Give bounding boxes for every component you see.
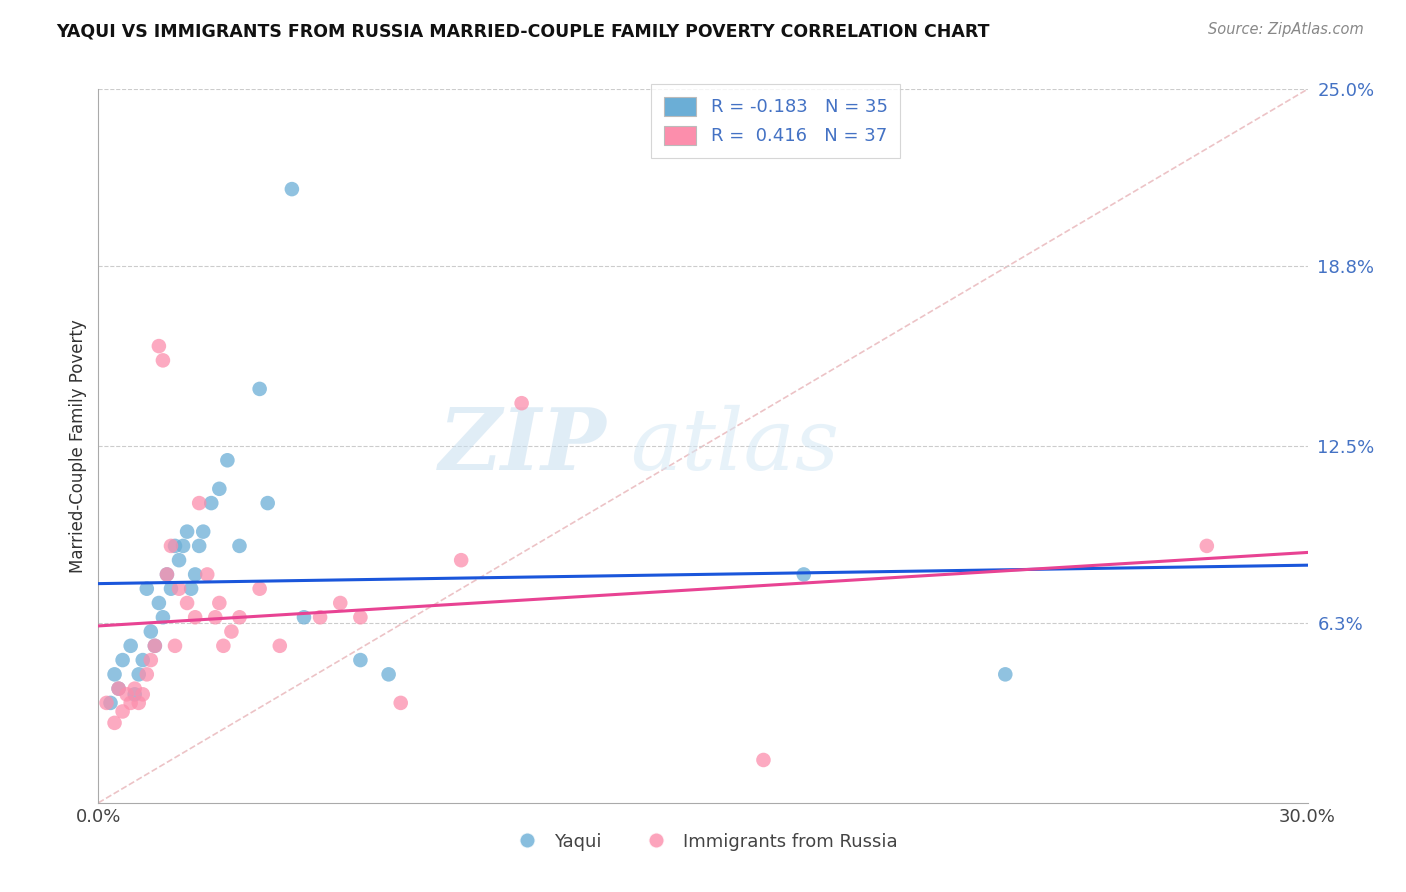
- Point: [152, 353, 174, 368]
- Point: [163, 539, 186, 553]
- Point: [124, 681, 146, 696]
- Point: [208, 482, 231, 496]
- Point: [135, 667, 157, 681]
- Point: [167, 553, 190, 567]
- Point: [329, 596, 352, 610]
- Point: [128, 696, 150, 710]
- Point: [204, 610, 226, 624]
- Point: [184, 610, 207, 624]
- Point: [752, 753, 775, 767]
- Point: [107, 681, 129, 696]
- Point: [994, 667, 1017, 681]
- Point: [228, 610, 250, 624]
- Point: [176, 524, 198, 539]
- Point: [143, 639, 166, 653]
- Text: atlas: atlas: [630, 405, 839, 487]
- Text: YAQUI VS IMMIGRANTS FROM RUSSIA MARRIED-COUPLE FAMILY POVERTY CORRELATION CHART: YAQUI VS IMMIGRANTS FROM RUSSIA MARRIED-…: [56, 22, 990, 40]
- Point: [256, 496, 278, 510]
- Point: [156, 567, 179, 582]
- Text: Source: ZipAtlas.com: Source: ZipAtlas.com: [1208, 22, 1364, 37]
- Point: [143, 639, 166, 653]
- Point: [510, 396, 533, 410]
- Point: [103, 715, 125, 730]
- Legend: Yaqui, Immigrants from Russia: Yaqui, Immigrants from Russia: [502, 826, 904, 858]
- Point: [124, 687, 146, 701]
- Point: [292, 610, 315, 624]
- Point: [180, 582, 202, 596]
- Point: [228, 539, 250, 553]
- Point: [160, 539, 183, 553]
- Point: [184, 567, 207, 582]
- Point: [249, 582, 271, 596]
- Point: [163, 639, 186, 653]
- Text: ZIP: ZIP: [439, 404, 606, 488]
- Point: [1195, 539, 1218, 553]
- Point: [167, 582, 190, 596]
- Point: [221, 624, 243, 639]
- Point: [193, 524, 215, 539]
- Point: [450, 553, 472, 567]
- Point: [103, 667, 125, 681]
- Point: [152, 610, 174, 624]
- Point: [111, 705, 134, 719]
- Point: [269, 639, 291, 653]
- Point: [160, 582, 183, 596]
- Point: [107, 681, 129, 696]
- Point: [309, 610, 332, 624]
- Point: [200, 496, 222, 510]
- Point: [349, 610, 371, 624]
- Point: [139, 653, 162, 667]
- Point: [349, 653, 371, 667]
- Point: [128, 667, 150, 681]
- Point: [132, 653, 155, 667]
- Point: [96, 696, 118, 710]
- Point: [132, 687, 155, 701]
- Point: [100, 696, 122, 710]
- Point: [135, 582, 157, 596]
- Point: [212, 639, 235, 653]
- Point: [195, 567, 218, 582]
- Point: [120, 639, 142, 653]
- Point: [156, 567, 179, 582]
- Point: [176, 596, 198, 610]
- Point: [793, 567, 815, 582]
- Point: [389, 696, 412, 710]
- Point: [188, 496, 211, 510]
- Point: [148, 339, 170, 353]
- Y-axis label: Married-Couple Family Poverty: Married-Couple Family Poverty: [69, 319, 87, 573]
- Point: [217, 453, 239, 467]
- Point: [377, 667, 399, 681]
- Point: [281, 182, 304, 196]
- Point: [148, 596, 170, 610]
- Point: [115, 687, 138, 701]
- Point: [188, 539, 211, 553]
- Point: [249, 382, 271, 396]
- Point: [139, 624, 162, 639]
- Point: [208, 596, 231, 610]
- Point: [111, 653, 134, 667]
- Point: [120, 696, 142, 710]
- Point: [172, 539, 194, 553]
